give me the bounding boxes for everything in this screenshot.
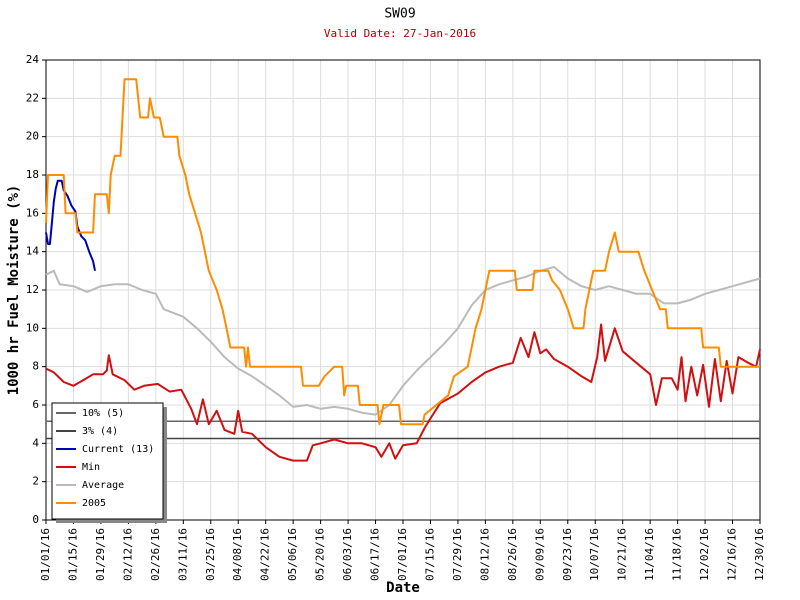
series-line — [45, 323, 761, 462]
chart-subtitle: Valid Date: 27-Jan-2016 — [324, 27, 476, 40]
y-tick-label: 0 — [32, 513, 39, 526]
y-axis-label: 1000 hr Fuel Moisture (%) — [6, 185, 22, 396]
y-tick-label: 8 — [32, 360, 39, 373]
x-tick-label: 01/15/16 — [66, 528, 79, 581]
x-axis-label: Date — [386, 580, 420, 596]
legend-box — [51, 402, 164, 520]
x-tick-label: 04/22/16 — [259, 528, 272, 581]
x-tick-label: 05/06/16 — [286, 528, 299, 581]
x-tick-label: 11/04/16 — [643, 528, 656, 581]
x-tick-label: 07/01/16 — [396, 528, 409, 581]
x-tick-label: 02/26/16 — [149, 528, 162, 581]
y-tick-label: 24 — [26, 53, 40, 66]
x-tick-label: 07/15/16 — [423, 528, 436, 581]
x-tick-label: 05/20/16 — [314, 528, 327, 581]
x-tick-label: 06/03/16 — [341, 528, 354, 581]
x-tick-label: 12/30/16 — [753, 528, 766, 581]
x-tick-label: 09/09/16 — [533, 528, 546, 581]
x-tick-label: 11/18/16 — [671, 528, 684, 581]
y-tick-label: 18 — [26, 168, 39, 181]
legend-label: 2005 — [82, 498, 106, 509]
series-line — [45, 78, 760, 426]
y-tick-label: 20 — [26, 130, 39, 143]
y-tick-label: 14 — [26, 245, 40, 258]
y-tick-label: 16 — [26, 206, 39, 219]
legend-label: 10% (5) — [82, 408, 124, 419]
x-tick-label: 07/29/16 — [451, 528, 464, 581]
x-tick-label: 01/01/16 — [39, 528, 52, 581]
x-tick-label: 12/02/16 — [698, 528, 711, 581]
y-tick-label: 6 — [32, 398, 39, 411]
x-tick-label: 12/16/16 — [726, 528, 739, 581]
x-tick-label: 08/12/16 — [478, 528, 491, 581]
x-tick-label: 04/08/16 — [231, 528, 244, 581]
plot-frame — [45, 59, 761, 521]
x-tick-label: 02/12/16 — [121, 528, 134, 581]
series-line — [45, 266, 761, 416]
x-tick-label: 06/17/16 — [369, 528, 382, 581]
x-tick-label: 08/26/16 — [506, 528, 519, 581]
x-tick-label: 09/23/16 — [561, 528, 574, 581]
x-tick-label: 03/25/16 — [204, 528, 217, 581]
legend-label: 3% (4) — [82, 426, 118, 437]
y-tick-label: 4 — [32, 436, 39, 449]
x-tick-label: 03/11/16 — [176, 528, 189, 581]
x-tick-label: 10/21/16 — [616, 528, 629, 581]
y-tick-label: 10 — [26, 321, 39, 334]
series-line — [45, 179, 96, 271]
y-tick-label: 2 — [32, 475, 39, 488]
y-tick-label: 22 — [26, 91, 39, 104]
legend-label: Min — [82, 462, 100, 473]
legend-label: Average — [82, 480, 124, 491]
x-tick-label: 01/29/16 — [94, 528, 107, 581]
x-tick-label: 10/07/16 — [588, 528, 601, 581]
y-tick-label: 12 — [26, 283, 39, 296]
legend-label: Current (13) — [82, 444, 154, 455]
chart-title: SW09 — [384, 7, 415, 22]
